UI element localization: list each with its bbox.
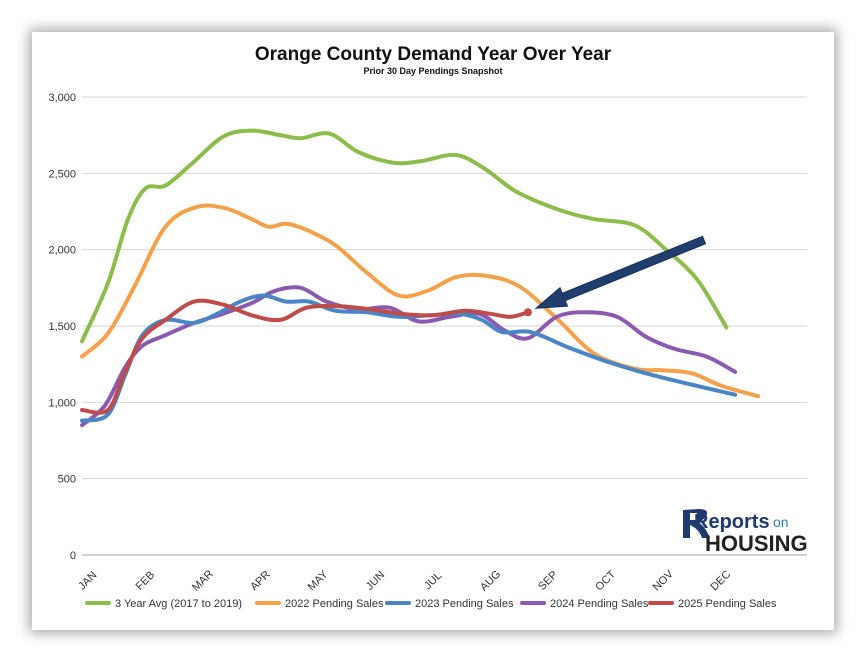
x-axis-ticks: JAN FEB MAR APR MAY JUN JUL AUG SEP OCT NOV DEC (76, 568, 733, 594)
y-tick-label: 2,000 (48, 245, 76, 257)
y-tick-label: 500 (58, 474, 76, 486)
x-tick-label: JUN (364, 569, 388, 593)
annotation-arrow (534, 235, 707, 309)
series-line-2025-pending-sales (80, 298, 530, 415)
x-tick-label: OCT (593, 568, 618, 593)
logo-reports-text: Reports (694, 511, 770, 533)
series-line-3-year-avg-2017-to-2019 (80, 128, 729, 344)
chart-card: Orange County Demand Year Over Year Prio… (32, 32, 834, 630)
series-lines (80, 128, 761, 428)
y-tick-label: 1,000 (48, 397, 76, 409)
logo-on-text: on (773, 514, 789, 530)
x-tick-label: SEP (536, 569, 560, 593)
y-tick-label: 3,000 (48, 92, 76, 104)
logo-icon (683, 509, 710, 538)
x-tick-label: JUL (422, 570, 444, 592)
x-tick-label: FEB (134, 569, 158, 593)
logo-housing-text: HOUSING (705, 531, 808, 556)
logo-icon-window (690, 513, 697, 520)
line-chart: Orange County Demand Year Over Year Prio… (48, 44, 808, 610)
x-tick-label: MAR (190, 568, 216, 594)
series-endpoint-2025 (523, 308, 532, 317)
x-tick-label: NOV (651, 568, 677, 594)
chart-title: Orange County Demand Year Over Year (255, 44, 612, 65)
series-line-2024-pending-sales (80, 285, 738, 428)
legend-label: 2025 Pending Sales (678, 598, 777, 610)
legend: 3 Year Avg (2017 to 2019) 2022 Pending Sa… (85, 598, 777, 610)
legend-label: 2022 Pending Sales (285, 598, 384, 610)
legend-label: 2024 Pending Sales (550, 598, 649, 610)
series-line-2022-pending-sales (80, 203, 761, 399)
x-tick-label: APR (248, 569, 273, 594)
gridlines (82, 96, 807, 556)
y-tick-label: 0 (70, 550, 76, 562)
x-tick-label: MAY (306, 568, 331, 593)
legend-label: 2023 Pending Sales (415, 598, 514, 610)
reports-on-housing-logo: Reports on HOUSING (683, 509, 808, 556)
y-axis-ticks: 0 500 1,000 1,500 2,000 2,500 3,000 (48, 92, 76, 562)
chart-subtitle: Prior 30 Day Pendings Snapshot (363, 66, 502, 76)
x-tick-label: DEC (708, 568, 733, 593)
legend-label: 3 Year Avg (2017 to 2019) (115, 598, 242, 610)
annotation-arrow-shape (534, 235, 707, 309)
y-tick-label: 1,500 (48, 321, 76, 333)
x-tick-label: JAN (76, 569, 99, 592)
y-tick-label: 2,500 (48, 168, 76, 180)
x-tick-label: AUG (478, 568, 503, 593)
